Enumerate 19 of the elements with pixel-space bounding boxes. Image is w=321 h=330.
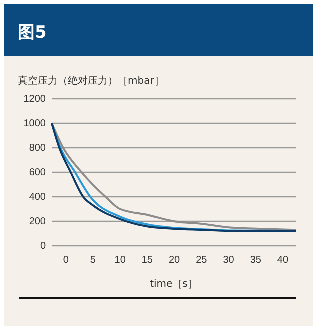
y-tick-label: 1000 (24, 118, 46, 130)
y-tick-label: 200 (29, 216, 46, 228)
x-tick-label: 10 (114, 255, 126, 266)
y-tick-label: 400 (29, 192, 46, 204)
y-tick-label: 600 (29, 168, 46, 179)
y-tick-label: 1200 (24, 94, 46, 106)
x-tick-label: 25 (196, 255, 208, 266)
x-tick-label: 20 (168, 255, 181, 266)
x-tick-label: 0 (63, 255, 70, 266)
y-tick-label: 800 (29, 143, 46, 154)
x-tick-label: 35 (250, 255, 262, 266)
x-tick-label: 40 (277, 255, 289, 266)
y-axis-title: 真空压力（绝对压力）［mbar］ (18, 75, 164, 87)
x-tick-label: 15 (142, 255, 154, 266)
chart-title: 图5 (18, 23, 47, 43)
x-axis-title: time［s］ (150, 279, 198, 290)
y-tick-label: 0 (40, 241, 46, 252)
x-tick-label: 30 (223, 255, 235, 266)
x-tick-label: 5 (90, 255, 96, 266)
